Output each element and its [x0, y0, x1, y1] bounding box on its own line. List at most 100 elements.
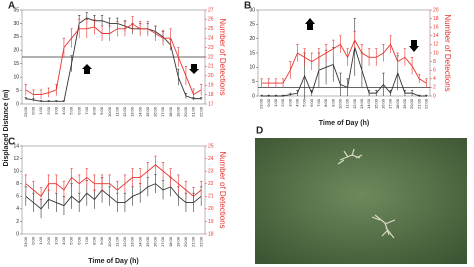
y-tick-label: 2: [16, 219, 19, 225]
x-tick-label: 5:00: [302, 98, 307, 107]
x-tick-label: 11:00: [114, 236, 119, 246]
x-tick-label: 9:00: [99, 236, 104, 245]
series-line: [261, 39, 427, 84]
x-tick-label: 23:00: [23, 236, 28, 247]
x-tick-label: 6:00: [309, 98, 314, 107]
x-tick-label: 10:00: [337, 98, 342, 109]
y2-tick-label: 17: [208, 101, 214, 107]
y-tick-label: 20: [249, 36, 255, 42]
x-tick-label: 22:00: [198, 106, 203, 117]
x-tick-label: 19:00: [402, 98, 407, 109]
y2-tick-label: 23: [208, 45, 214, 51]
x-tick-label: 8:00: [92, 106, 97, 115]
x-tick-label: 16:00: [153, 236, 158, 247]
y2-tick-label: 25: [208, 143, 214, 149]
x-tick-label: 6:00: [76, 106, 81, 115]
y2-tick-label: 21: [208, 64, 214, 70]
x-tick-label: 3:00: [53, 106, 58, 115]
x-tick-label: 19:00: [175, 236, 180, 247]
y2-tick-label: 22: [208, 54, 214, 60]
y-tick-label: 30: [249, 7, 255, 13]
y2-tick-label: 23: [208, 168, 214, 174]
y-tick-label: 10: [249, 65, 255, 71]
x-tick-label: 0:00: [31, 106, 36, 115]
x-tick-label: 1:00: [38, 236, 43, 245]
y-tick-label: 0: [16, 101, 19, 107]
x-tick-label: 12:00: [122, 106, 127, 117]
y-tick-label: 15: [249, 50, 255, 56]
y2-tick-label: 8: [433, 59, 436, 65]
y-tick-label: 30: [13, 21, 19, 27]
x-tick-label: 18:00: [395, 98, 400, 109]
x-tick-label: 1:00: [38, 106, 43, 115]
y2-tick-label: 18: [208, 231, 214, 237]
x-tick-label: 11:00: [345, 98, 350, 108]
y2-tick-label: 21: [208, 194, 214, 200]
y2-tick-label: 18: [433, 16, 439, 22]
y2-tick-label: 24: [208, 156, 214, 162]
plot-frame: [21, 145, 206, 235]
arrows: [82, 18, 419, 74]
x-tick-label: 22:00: [198, 236, 203, 247]
x-tick-label: 18:00: [168, 106, 173, 117]
x-axis-title: Time of Day (h): [88, 258, 138, 265]
y2-tick-label: 4: [433, 76, 436, 82]
y2-tick-label: 24: [208, 36, 214, 42]
x-tick-label: 21:00: [191, 236, 196, 247]
y2-tick-label: 18: [208, 92, 214, 98]
y-tick-label: 25: [13, 34, 19, 40]
x-tick-label: 10:00: [107, 106, 112, 117]
y2-tick-label: 12: [433, 42, 439, 48]
x-tick-label: 12:00: [352, 98, 357, 109]
x-tick-label: 17:00: [160, 106, 165, 117]
x-tick-label: 4:00: [294, 98, 299, 107]
x-tick-label: 8:00: [323, 98, 328, 107]
x-tick-label: 3:00: [53, 236, 58, 245]
y2-tick-label: 27: [208, 7, 214, 13]
y-tick-label: 5: [252, 79, 255, 85]
y-tick-label: 14: [13, 143, 19, 149]
y-tick-label: 12: [13, 156, 19, 162]
x-tick-label: 8:00: [92, 236, 97, 245]
x-tick-label: 10:00: [107, 236, 112, 247]
x-tick-label: 1:00: [273, 98, 278, 107]
y2-tick-label: 22: [208, 181, 214, 187]
y2-tick-label: 0: [433, 93, 436, 99]
photo: [255, 138, 467, 264]
x-tick-label: 15:00: [145, 236, 150, 247]
x-tick-label: 14:00: [137, 106, 142, 117]
x-tick-label: 3:00: [287, 98, 292, 107]
x-tick-label: 14:00: [366, 98, 371, 109]
x-tick-label: 5:00: [69, 106, 74, 115]
x-tick-label: 18:00: [168, 236, 173, 247]
y-tick-label: 8: [16, 181, 19, 187]
y2-axis-title: Number of Detections: [218, 151, 227, 228]
y2-tick-label: 20: [208, 73, 214, 79]
y2-tick-label: 10: [433, 50, 439, 56]
x-tick-label: 21:00: [191, 106, 196, 117]
x-tick-label: 19:00: [175, 106, 180, 117]
x-tick-label: 2:00: [46, 236, 51, 245]
x-tick-label: 5:00: [69, 236, 74, 245]
series-line: [25, 183, 202, 210]
y2-tick-label: 19: [208, 83, 214, 89]
x-tick-label: 7:00: [316, 98, 321, 107]
series-line: [25, 23, 202, 96]
x-tick-label: 16:00: [153, 106, 158, 117]
y2-tick-label: 25: [208, 26, 214, 32]
x-tick-label: 20:00: [183, 236, 188, 247]
y-axis-title: Displaced Distance (m): [3, 89, 10, 166]
x-tick-label: 6:00: [76, 236, 81, 245]
x-tick-label: 20:00: [409, 98, 414, 109]
series-line: [261, 47, 427, 97]
x-tick-label: 11:00: [114, 106, 119, 116]
series-line: [25, 17, 202, 102]
y2-tick-label: 2: [433, 85, 436, 91]
x-tick-label: 20:00: [183, 106, 188, 117]
panel-label: A: [8, 1, 15, 12]
x-tick-label: 9:00: [99, 106, 104, 115]
x-tick-label: 9:00: [330, 98, 335, 107]
x-tick-label: 15:00: [145, 106, 150, 117]
y2-tick-label: 20: [433, 7, 439, 13]
